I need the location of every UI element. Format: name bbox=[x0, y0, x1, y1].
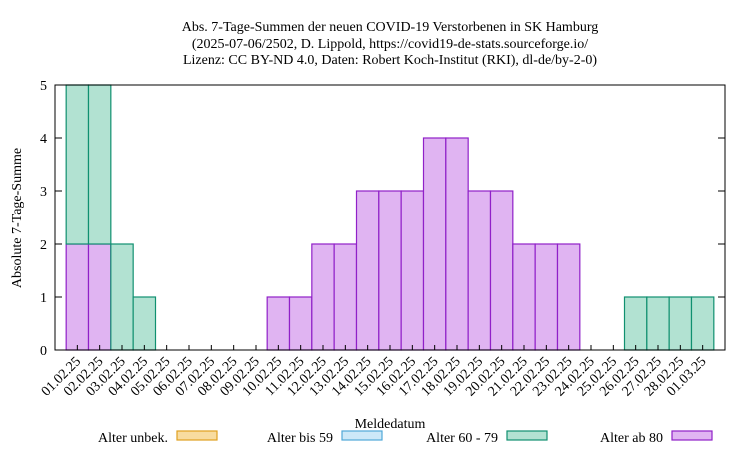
bar-segment bbox=[132, 296, 157, 351]
y-tick-label: 5 bbox=[40, 79, 47, 94]
legend-swatch bbox=[341, 430, 383, 441]
bar-segment bbox=[534, 243, 559, 351]
bar-segment bbox=[467, 190, 492, 351]
bar-segment bbox=[422, 137, 447, 351]
bar-segment bbox=[378, 190, 402, 351]
bar-segment bbox=[400, 190, 425, 351]
legend-label: Alter 60 - 79 bbox=[426, 431, 498, 446]
bar-segment bbox=[288, 296, 313, 351]
chart-title: Lizenz: CC BY-ND 4.0, Daten: Robert Koch… bbox=[183, 53, 597, 68]
bar-segment bbox=[690, 296, 715, 351]
bar-segment bbox=[512, 243, 536, 351]
bar-segment bbox=[87, 84, 112, 245]
legend-swatch bbox=[176, 430, 218, 441]
x-axis-label: Meldedatum bbox=[355, 417, 426, 432]
chart-title: (2025-07-06/2502, D. Lippold, https://co… bbox=[192, 37, 588, 52]
y-tick-label: 1 bbox=[40, 291, 47, 306]
bar-segment bbox=[65, 243, 90, 351]
y-axis-label: Absolute 7-Tage-Summe bbox=[10, 148, 25, 288]
legend-swatch bbox=[671, 430, 713, 441]
bar-segment bbox=[445, 137, 469, 351]
bar-segment bbox=[623, 296, 648, 351]
chart-title: Abs. 7-Tage-Summen der neuen COVID-19 Ve… bbox=[182, 20, 598, 35]
bar-segment bbox=[489, 190, 514, 351]
legend-label: Alter ab 80 bbox=[600, 431, 663, 446]
bar-segment bbox=[333, 243, 358, 351]
bar-segment bbox=[668, 296, 693, 351]
bar-segment bbox=[355, 190, 380, 351]
y-tick-label: 4 bbox=[40, 132, 47, 147]
y-tick-label: 3 bbox=[40, 185, 47, 200]
legend-label: Alter unbek. bbox=[98, 431, 168, 446]
bar-segment bbox=[311, 243, 335, 351]
bar-segment bbox=[87, 243, 112, 351]
bar-segment bbox=[646, 296, 670, 351]
bar-segment bbox=[65, 84, 90, 245]
y-tick-label: 2 bbox=[40, 238, 47, 253]
bar-segment bbox=[556, 243, 581, 351]
plot-frame bbox=[54, 84, 726, 351]
y-tick-label: 0 bbox=[40, 344, 47, 359]
bar-segment bbox=[266, 296, 291, 351]
legend-label: Alter bis 59 bbox=[267, 431, 333, 446]
bar-segment bbox=[110, 243, 134, 351]
legend-swatch bbox=[506, 430, 548, 441]
